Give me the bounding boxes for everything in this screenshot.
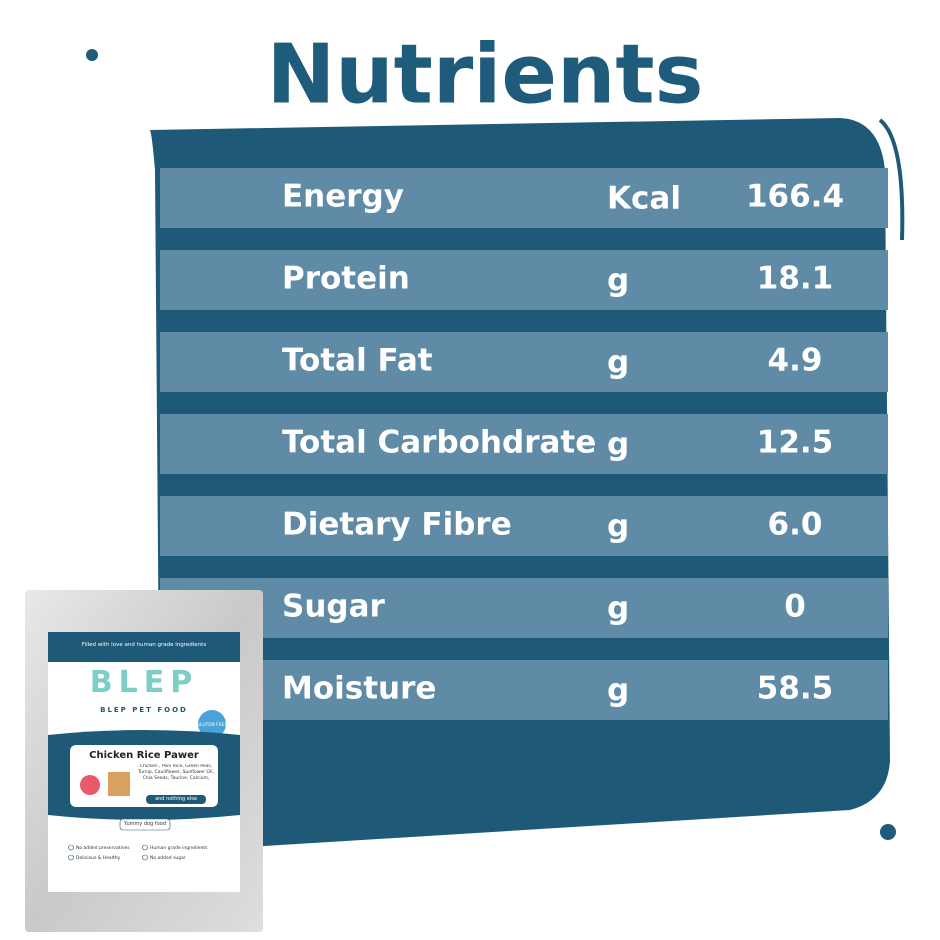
package: Filled with love and human grade ingredi… bbox=[25, 590, 263, 932]
row-stripe bbox=[160, 414, 888, 474]
nutrient-unit: Kcal bbox=[607, 181, 681, 217]
badge-text: GLUTEN FREE bbox=[197, 722, 228, 728]
nutrient-name: Moisture bbox=[282, 671, 436, 707]
nutrient-value: 6.0 bbox=[768, 507, 823, 543]
nutrient-value: 166.4 bbox=[746, 179, 844, 215]
nutrient-unit: g bbox=[607, 509, 629, 545]
nothing-else: and nothing else bbox=[155, 796, 197, 802]
table-row: Total Fat g 4.9 bbox=[160, 332, 888, 392]
ingredients: Chicken , Poni Rice, Green Peas, Turnip,… bbox=[138, 764, 214, 781]
dot bbox=[880, 824, 896, 840]
nutrient-value: 58.5 bbox=[757, 671, 834, 707]
row-stripe bbox=[160, 660, 888, 720]
feature-icon bbox=[142, 844, 148, 851]
title: Nutrients bbox=[267, 27, 704, 122]
icon bbox=[108, 772, 130, 796]
table-row: Sugar g 0 bbox=[160, 578, 888, 638]
table-row: Dietary Fibre g 6.0 bbox=[160, 496, 888, 556]
row-stripe bbox=[160, 578, 888, 638]
table-row: Total Carbohdrate g 12.5 bbox=[160, 414, 888, 474]
nutrient-unit: g bbox=[607, 427, 629, 463]
feature-icon bbox=[68, 854, 74, 861]
nutrient-name: Energy bbox=[282, 179, 404, 215]
feature: No added preservatives bbox=[76, 845, 130, 851]
accent bbox=[878, 118, 905, 241]
brand: BLEP PET FOOD bbox=[100, 706, 188, 714]
feature: No added sugar bbox=[150, 855, 186, 861]
row-stripe bbox=[160, 250, 888, 310]
nutrient-unit: g bbox=[607, 345, 629, 381]
feature-icon bbox=[142, 854, 148, 861]
table-row: Energy Kcal 166.4 bbox=[160, 168, 888, 228]
nutrient-value: 0 bbox=[784, 589, 806, 625]
ingredients-box: Chicken , Poni Rice, Green Peas, Turnip,… bbox=[138, 764, 214, 781]
row-stripe bbox=[160, 168, 888, 228]
nutrient-unit: g bbox=[607, 673, 629, 709]
feature: Human grade ingredients bbox=[150, 845, 208, 851]
nutrient-name: Sugar bbox=[282, 589, 386, 625]
label: Yummy dog food bbox=[123, 821, 166, 827]
nutrient-unit: g bbox=[607, 263, 629, 299]
feature: Delicious & Healthy bbox=[76, 855, 121, 861]
row-stripe bbox=[160, 332, 888, 392]
dot bbox=[86, 49, 98, 61]
product: Chicken Rice Pawer bbox=[89, 750, 199, 761]
feature-icon bbox=[68, 844, 74, 851]
nutrient-name: Total Carbohdrate bbox=[282, 425, 596, 461]
row-stripe bbox=[160, 496, 888, 556]
badge bbox=[198, 710, 226, 738]
nutrient-name: Dietary Fibre bbox=[282, 507, 512, 543]
product-box bbox=[70, 745, 218, 807]
table-row: Moisture g 58.5 bbox=[160, 660, 888, 720]
package-band bbox=[48, 632, 240, 662]
table-row: Protein g 18.1 bbox=[160, 250, 888, 310]
label-box bbox=[119, 818, 171, 831]
nutrient-value: 18.1 bbox=[757, 261, 834, 297]
nutrient-unit: g bbox=[607, 591, 629, 627]
nutrient-value: 12.5 bbox=[757, 425, 834, 461]
nutrient-name: Protein bbox=[282, 261, 410, 297]
tagline: Filled with love and human grade ingredi… bbox=[82, 642, 207, 648]
pill bbox=[146, 795, 206, 804]
logo: BLEP bbox=[90, 665, 198, 700]
nutrient-name: Total Fat bbox=[282, 343, 433, 379]
icon bbox=[80, 775, 100, 795]
nutrient-value: 4.9 bbox=[768, 343, 823, 379]
